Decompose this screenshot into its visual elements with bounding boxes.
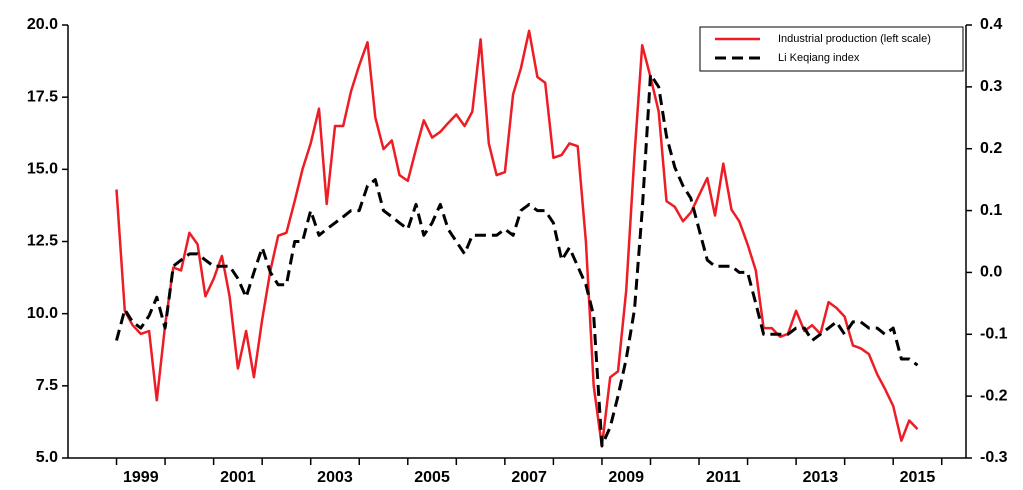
- y-tick-label: 10.0: [27, 305, 58, 322]
- y-tick-label: 5.0: [36, 449, 58, 466]
- y2-tick-label: -0.3: [980, 449, 1008, 466]
- x-tick-label: 2005: [414, 469, 450, 486]
- legend-label: Industrial production (left scale): [778, 33, 931, 45]
- y2-tick-label: 0.2: [980, 140, 1002, 157]
- series-line: [115, 73, 919, 448]
- x-tick-label: 2007: [511, 469, 547, 486]
- y2-tick-label: -0.2: [980, 387, 1008, 404]
- y2-tick-label: 0.1: [980, 202, 1002, 219]
- x-tick-label: 2001: [220, 469, 256, 486]
- y2-tick-label: 0.4: [980, 16, 1002, 33]
- y-tick-label: 17.5: [27, 88, 58, 105]
- y-tick-label: 7.5: [36, 377, 58, 394]
- x-tick-label: 2011: [706, 469, 741, 486]
- y2-tick-label: 0.0: [980, 264, 1002, 281]
- y-tick-label: 20.0: [27, 16, 58, 33]
- y2-tick-label: -0.1: [980, 326, 1008, 343]
- y-tick-label: 15.0: [27, 161, 58, 178]
- y-tick-label: 12.5: [27, 233, 58, 250]
- y2-tick-label: 0.3: [980, 78, 1002, 95]
- x-tick-label: 2013: [803, 469, 839, 486]
- legend-label: Li Keqiang index: [778, 52, 860, 64]
- x-tick-label: 2015: [900, 469, 936, 486]
- x-tick-label: 1999: [123, 469, 159, 486]
- legend-box: [699, 26, 964, 72]
- series-line: [115, 29, 919, 448]
- x-tick-label: 2003: [317, 469, 353, 486]
- x-tick-label: 2009: [608, 469, 644, 486]
